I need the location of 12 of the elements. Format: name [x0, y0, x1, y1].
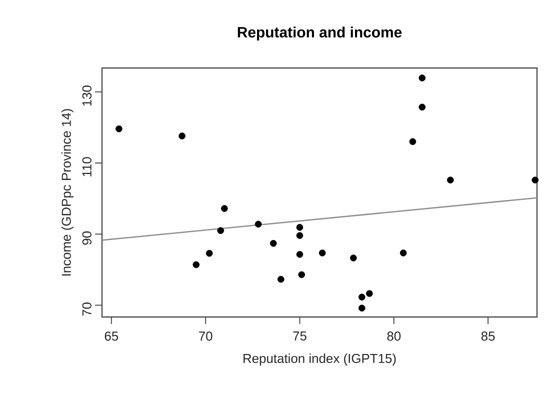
x-tick-label: 75: [293, 332, 306, 341]
y-axis-title: Income (GDPpc Province 14): [61, 109, 74, 276]
x-axis-title: Reputation index (IGPT15): [244, 354, 396, 366]
y-tick-label: 90: [82, 231, 92, 245]
x-tick-label: 70: [199, 332, 212, 341]
x-tick-label: 80: [387, 332, 401, 341]
chart-title: Reputation and income: [238, 26, 402, 40]
y-tick-label: 130: [82, 86, 92, 106]
x-tick-label: 85: [481, 332, 495, 341]
x-tick-label: 65: [104, 332, 118, 341]
y-tick-label: 70: [82, 302, 92, 316]
y-tick-label: 110: [82, 157, 92, 176]
